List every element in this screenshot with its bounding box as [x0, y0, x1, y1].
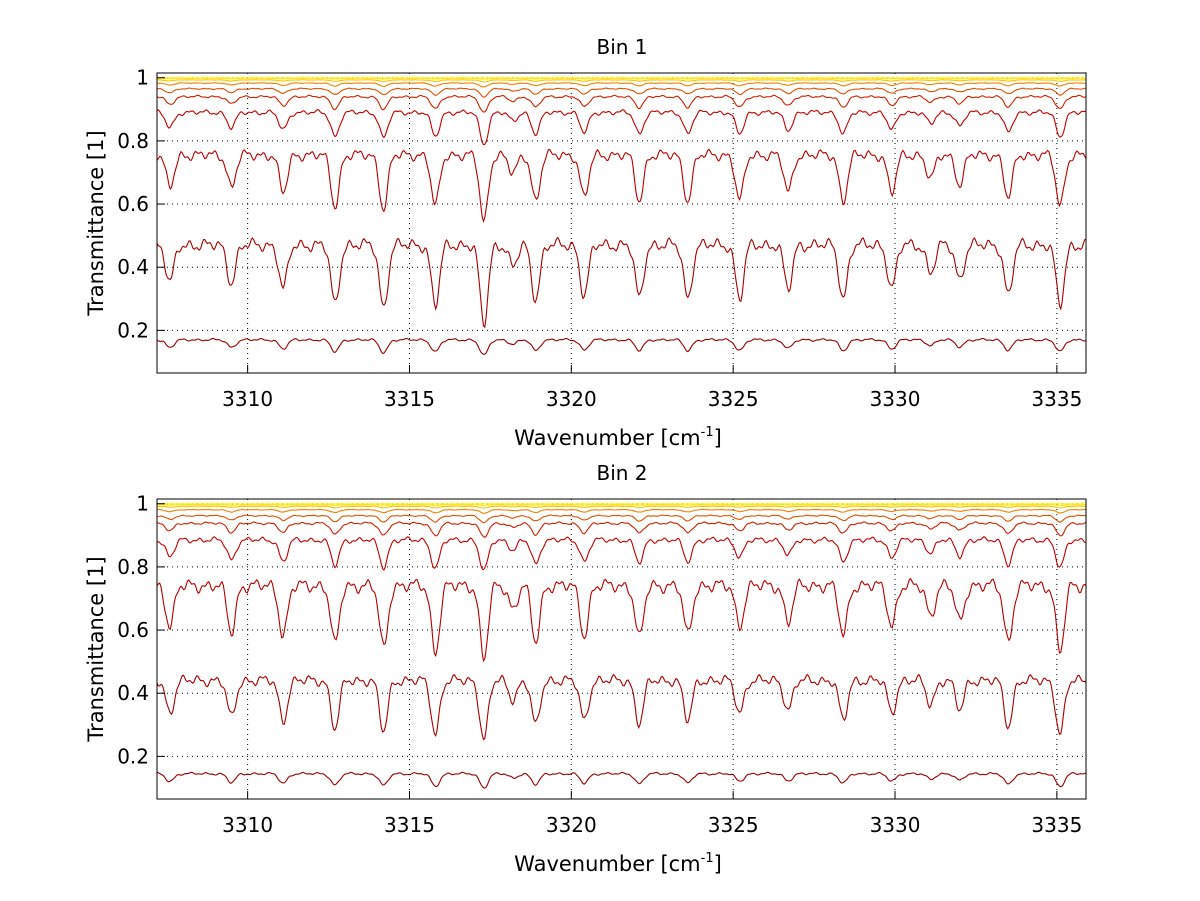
y-tick-label: 0.2: [117, 744, 149, 768]
y-axis-label: Transmittance [1]: [84, 556, 108, 742]
x-tick-label: 3320: [546, 387, 597, 411]
y-tick-label: 0.4: [117, 255, 149, 279]
chart-title: Bin 1: [596, 35, 647, 59]
x-tick-label: 3315: [384, 813, 435, 837]
series-line: [156, 673, 1087, 741]
series-line: [156, 94, 1087, 113]
series-line: [156, 79, 1087, 83]
x-tick-label: 3325: [708, 387, 759, 411]
x-axis-label: Wavenumber [cm-1]: [514, 851, 722, 876]
series-line: [156, 505, 1087, 509]
series-group: [156, 77, 1087, 355]
ticks: [157, 503, 1058, 799]
x-tick-labels: 3310 3315 3320 3325 3330 3335: [222, 813, 1082, 837]
series-line: [156, 337, 1087, 355]
x-tick-label: 3335: [1031, 813, 1082, 837]
y-tick-labels: 0.2 0.4 0.6 0.8 1: [117, 66, 149, 343]
series-line: [156, 108, 1087, 146]
x-tick-label: 3325: [708, 813, 759, 837]
series-line: [156, 508, 1087, 514]
series-line: [156, 87, 1087, 98]
chart-title: Bin 2: [596, 461, 647, 485]
series-group: [156, 503, 1087, 789]
y-tick-label: 0.2: [117, 318, 149, 342]
series-line: [156, 236, 1087, 329]
grid: [157, 499, 1086, 799]
y-tick-label: 0.8: [117, 555, 149, 579]
series-line: [156, 771, 1087, 789]
x-tick-label: 3310: [222, 813, 273, 837]
series-line: [156, 504, 1087, 506]
x-tick-label: 3330: [870, 813, 921, 837]
series-line: [156, 77, 1086, 80]
y-tick-label: 0.4: [117, 681, 149, 705]
series-line: [156, 578, 1087, 663]
series-line: [156, 536, 1087, 571]
y-tick-label: 0.6: [117, 192, 149, 216]
y-axis-label: Transmittance [1]: [84, 130, 108, 316]
x-tick-label: 3330: [870, 387, 921, 411]
x-axis-label: Wavenumber [cm-1]: [514, 425, 722, 450]
series-line: [156, 148, 1087, 224]
chart-panel-bin-1: Bin 1 3310 3315 3320 3325 3330 3335 0.2 0.4 0.6…: [84, 35, 1087, 450]
y-tick-label: 1: [136, 492, 149, 516]
plot-area: [156, 72, 1087, 374]
y-tick-label: 0.6: [117, 618, 149, 642]
grid: [157, 73, 1086, 373]
chart-panel-bin-2: Bin 2 3310 3315 3320 3325 3330 3335 0.2 0.4 0.6…: [84, 461, 1087, 876]
x-tick-label: 3315: [384, 387, 435, 411]
y-tick-label: 1: [136, 66, 149, 90]
y-tick-labels: 0.2 0.4 0.6 0.8 1: [117, 492, 149, 769]
ticks: [157, 77, 1058, 373]
series-line: [156, 521, 1087, 538]
x-tick-labels: 3310 3315 3320 3325 3330 3335: [222, 387, 1082, 411]
x-tick-label: 3335: [1031, 387, 1082, 411]
series-line: [156, 514, 1087, 524]
plot-area: [156, 498, 1087, 800]
series-line: [156, 82, 1087, 88]
y-tick-label: 0.8: [117, 129, 149, 153]
x-tick-label: 3320: [546, 813, 597, 837]
x-tick-label: 3310: [222, 387, 273, 411]
